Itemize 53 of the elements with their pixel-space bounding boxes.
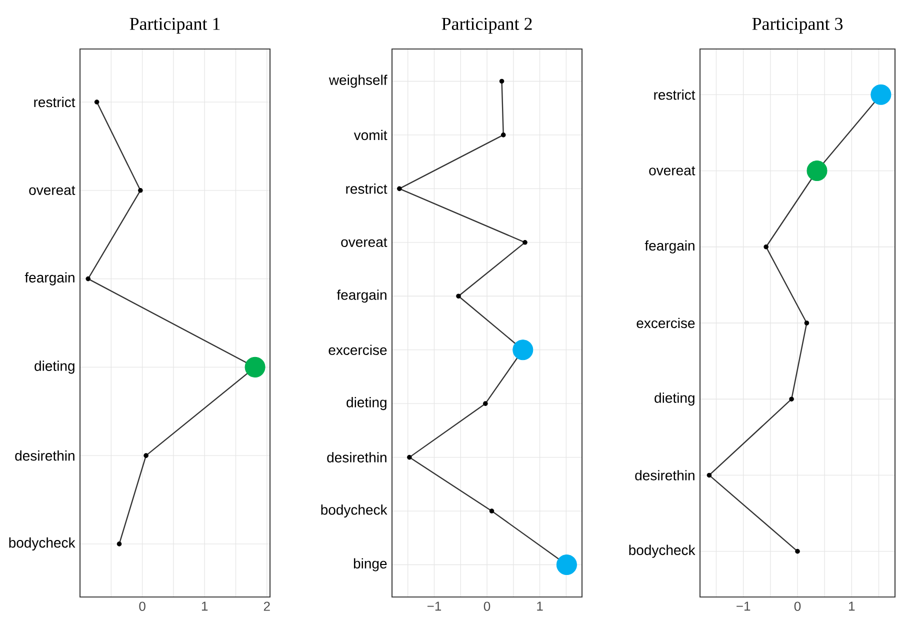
y-tick-label: bodycheck bbox=[9, 537, 76, 550]
x-tick-label: 1 bbox=[537, 602, 543, 611]
point bbox=[138, 188, 143, 193]
x-tick-label: 1 bbox=[202, 602, 208, 611]
y-tick-label: restrict bbox=[34, 96, 76, 108]
point bbox=[483, 401, 488, 406]
y-tick-label: restrict bbox=[654, 90, 696, 100]
point bbox=[86, 276, 91, 282]
y-tick-label: overeat bbox=[649, 166, 696, 176]
y-tick-label: dieting bbox=[654, 392, 694, 406]
y-tick-label: feargain bbox=[336, 290, 386, 303]
point bbox=[795, 548, 800, 554]
y-tick-label: desirethin bbox=[15, 450, 74, 461]
point bbox=[144, 453, 148, 458]
y-tick-label: vomit bbox=[354, 130, 388, 140]
chart-title: Participant 1 bbox=[130, 18, 220, 34]
y-tick-label: excercise bbox=[636, 318, 695, 328]
y-tick-label: overeat bbox=[341, 238, 388, 248]
y-tick-label: feargain bbox=[644, 240, 694, 254]
x-tick-label: 0 bbox=[484, 602, 490, 611]
x-tick-label: −1 bbox=[427, 602, 442, 611]
x-tick-label: 0 bbox=[139, 602, 146, 611]
point bbox=[489, 508, 494, 514]
y-tick-label: weighself bbox=[328, 74, 388, 88]
y-tick-label: desirethin bbox=[635, 470, 694, 480]
point bbox=[789, 396, 794, 402]
y-tick-label: overeat bbox=[29, 186, 76, 196]
x-tick-label: −1 bbox=[736, 602, 750, 611]
point bbox=[706, 472, 712, 478]
point bbox=[500, 132, 506, 138]
y-tick-label: bodycheck bbox=[629, 544, 696, 558]
y-tick-label: binge bbox=[354, 558, 387, 572]
x-tick-label: 1 bbox=[849, 602, 855, 611]
y-tick-label: dieting bbox=[34, 360, 74, 374]
x-tick-label: 2 bbox=[264, 602, 270, 611]
y-tick-label: bodycheck bbox=[321, 504, 388, 518]
point bbox=[804, 320, 810, 326]
point bbox=[522, 240, 528, 245]
point bbox=[499, 78, 504, 84]
point bbox=[94, 100, 100, 104]
y-tick-label: feargain bbox=[24, 272, 74, 286]
y-tick-label: desirethin bbox=[327, 452, 386, 462]
point bbox=[396, 186, 402, 192]
chart-title: Participant 3 bbox=[752, 18, 843, 34]
point bbox=[407, 454, 412, 460]
y-tick-label: excercise bbox=[328, 344, 387, 356]
y-tick-label: restrict bbox=[346, 184, 388, 194]
point bbox=[116, 542, 122, 546]
point bbox=[456, 294, 461, 299]
x-tick-label: 0 bbox=[794, 602, 801, 611]
y-tick-label: dieting bbox=[346, 397, 386, 410]
chart-title: Participant 2 bbox=[442, 18, 532, 34]
point bbox=[764, 244, 768, 250]
